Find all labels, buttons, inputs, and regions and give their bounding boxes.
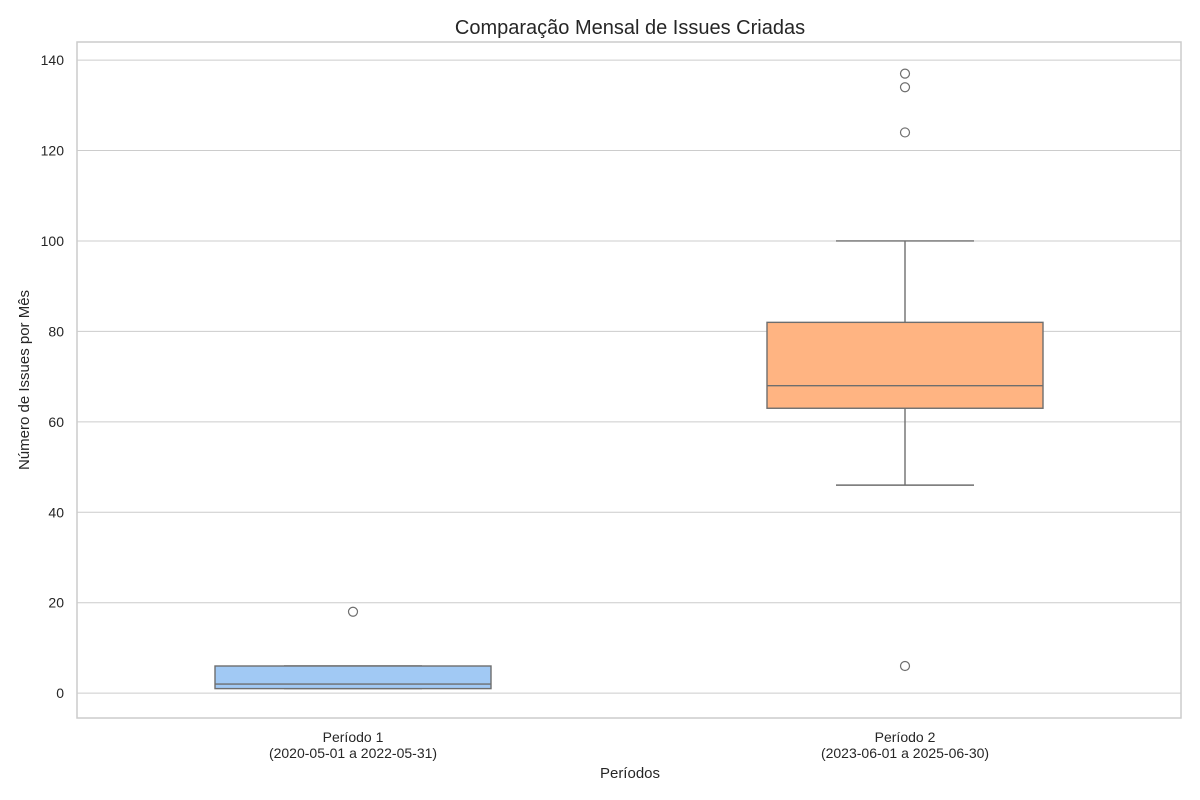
box-group bbox=[766, 68, 1044, 672]
y-axis-ticks: 0 20 40 60 80 100 120 140 bbox=[41, 52, 65, 701]
x-tick-label: Período 2 bbox=[875, 729, 936, 745]
y-tick-label: 0 bbox=[56, 685, 64, 701]
y-tick-label: 140 bbox=[41, 52, 65, 68]
x-axis-label: Períodos bbox=[600, 765, 660, 782]
gridlines bbox=[77, 59, 1181, 694]
x-tick-sublabel: (2023-06-01 a 2025-06-30) bbox=[821, 745, 989, 761]
y-axis-label: Número de Issues por Mês bbox=[16, 290, 33, 470]
y-tick-label: 40 bbox=[48, 504, 64, 520]
iqr-box bbox=[766, 321, 1044, 409]
y-tick-label: 100 bbox=[41, 233, 65, 249]
chart-title: Comparação Mensal de Issues Criadas bbox=[455, 17, 805, 39]
y-tick-label: 80 bbox=[48, 323, 64, 339]
x-tick-label: Período 1 bbox=[323, 729, 384, 745]
outlier-point bbox=[899, 82, 911, 93]
y-tick-label: 60 bbox=[48, 414, 64, 430]
outlier-point bbox=[347, 606, 359, 617]
y-tick-label: 120 bbox=[41, 143, 65, 159]
outlier-point bbox=[899, 660, 911, 672]
x-tick-sublabel: (2020-05-01 a 2022-05-31) bbox=[269, 745, 437, 761]
boxes bbox=[214, 68, 1044, 690]
outlier-point bbox=[899, 68, 911, 79]
y-tick-label: 20 bbox=[48, 595, 64, 611]
outlier-point bbox=[899, 127, 911, 138]
box-group bbox=[214, 606, 492, 690]
plot-frame bbox=[76, 41, 1182, 719]
x-axis-categories: Período 1(2020-05-01 a 2022-05-31) Períod… bbox=[269, 729, 989, 761]
iqr-box bbox=[214, 665, 492, 690]
